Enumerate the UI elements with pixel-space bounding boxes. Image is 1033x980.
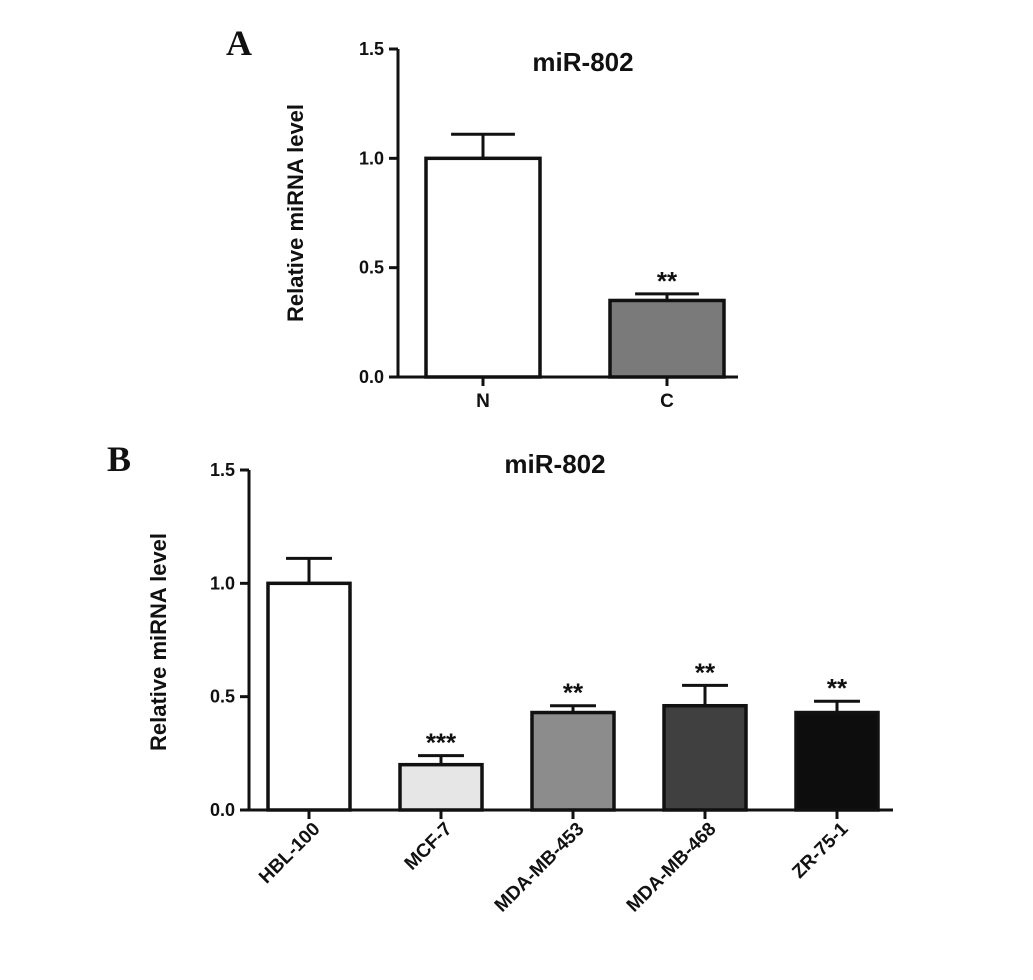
panel-b-category-label: MDA-MB-453: [491, 819, 589, 917]
panel-b-significance-label: **: [563, 678, 584, 708]
panel-b-category-label: MCF-7: [401, 819, 457, 875]
panel-b: B miR-802 Relative miRNA level 0.0 0.5 1.0…: [107, 439, 893, 916]
panel-a-title: miR-802: [532, 47, 633, 77]
panel-a-bar: [424, 156, 542, 379]
panel-b-bar: [794, 710, 880, 812]
panel-b-letter: B: [107, 439, 131, 479]
panel-a: A miR-802 Relative miRNA level 0.0 0.5 1.0…: [226, 23, 738, 412]
panel-b-bar: [266, 581, 352, 812]
panel-a-y-tick-label: 1.5: [359, 39, 384, 59]
panel-b-significance-label: **: [827, 673, 848, 703]
panel-b-significance-label: ***: [426, 728, 457, 758]
panel-b-y-tick-label: 1.0: [210, 573, 235, 593]
panel-b-category-label: ZR-75-1: [788, 818, 852, 882]
panel-b-bar: [530, 710, 616, 812]
panel-b-title: miR-802: [504, 449, 605, 479]
panel-b-y-tick-label: 0.0: [210, 800, 235, 820]
panel-a-y-axis-label: Relative miRNA level: [283, 104, 308, 322]
panel-a-y-tick-label: 1.0: [359, 148, 384, 168]
panel-a-bar: [608, 298, 726, 379]
panel-b-y-tick-label: 1.5: [210, 460, 235, 480]
panel-b-y-tick-label: 0.5: [210, 687, 235, 707]
panel-a-significance-label: **: [657, 266, 678, 296]
panel-b-category-label: HBL-100: [255, 819, 324, 888]
panel-b-bar: [662, 703, 748, 812]
panel-a-y-tick-label: 0.5: [359, 258, 384, 278]
panel-a-y-tick-label: 0.0: [359, 367, 384, 387]
panel-b-bar: [398, 762, 484, 812]
panel-a-letter: A: [226, 23, 252, 63]
panel-a-category-label: C: [660, 391, 674, 412]
panel-b-significance-label: **: [695, 657, 716, 687]
panel-a-category-label: N: [476, 391, 490, 412]
panel-b-category-label: MDA-MB-468: [623, 819, 721, 917]
panel-b-y-axis-label: Relative miRNA level: [146, 533, 171, 751]
